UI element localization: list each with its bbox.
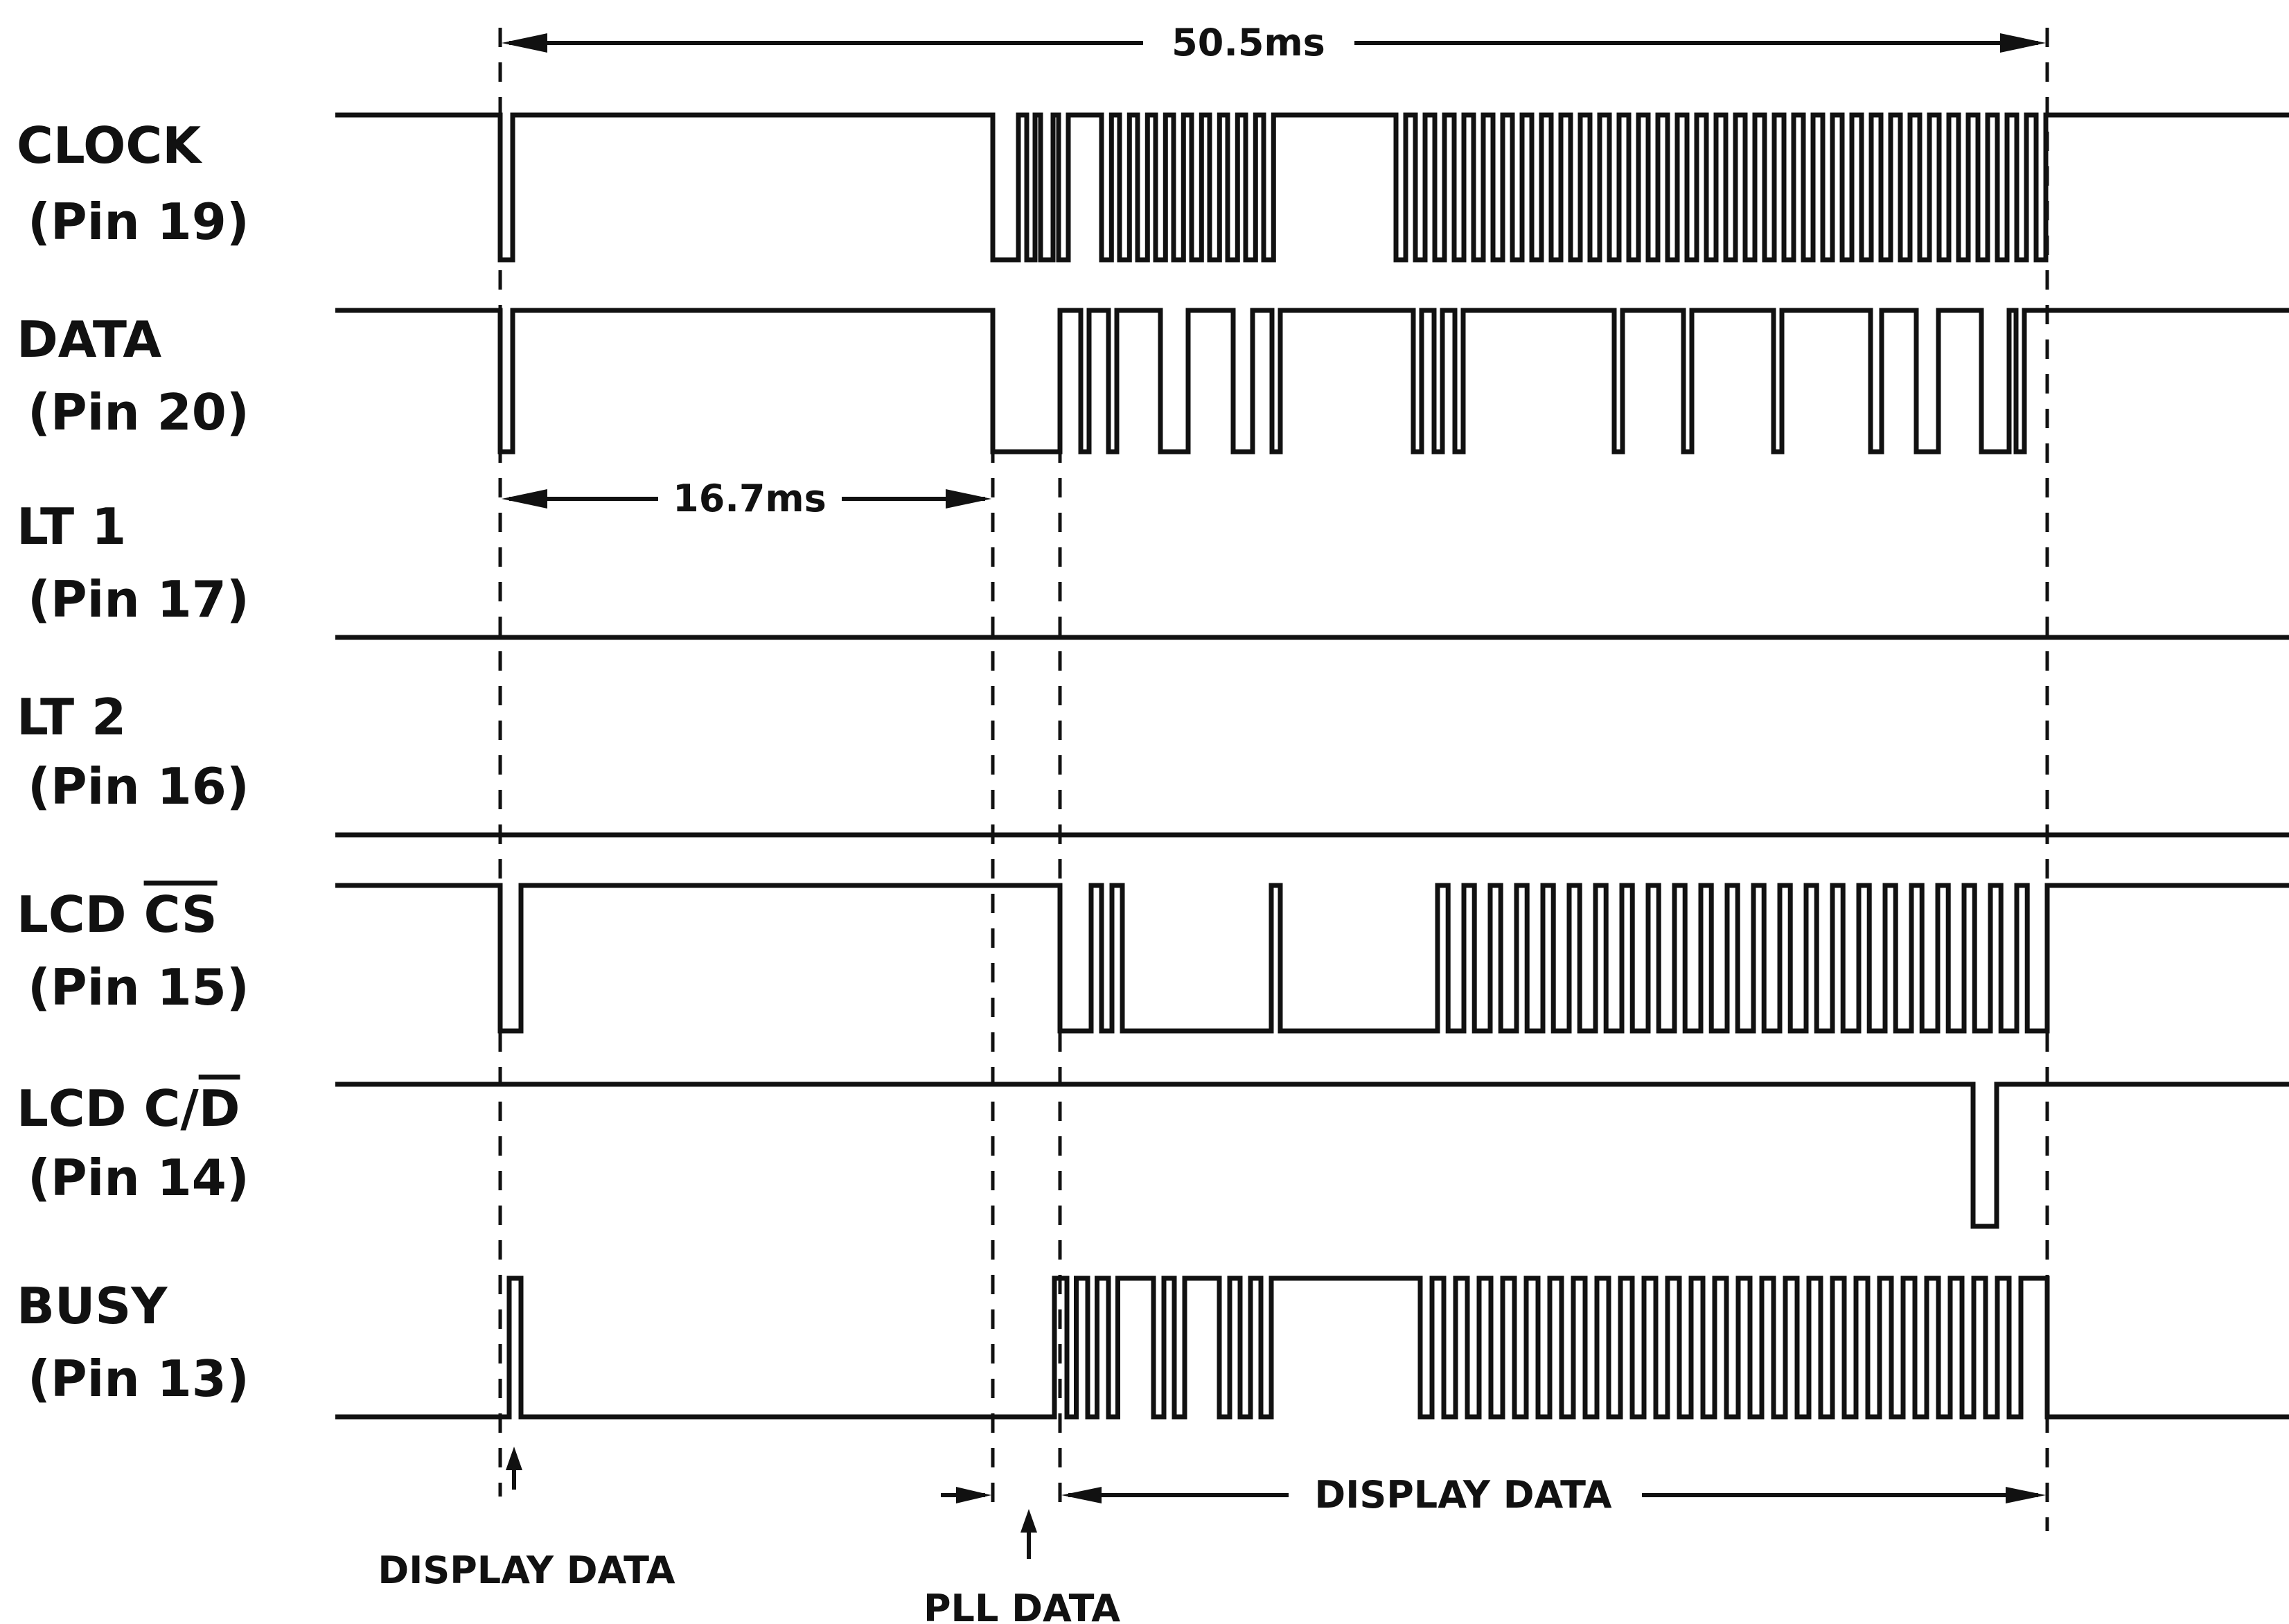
arrow-up-icon bbox=[506, 1447, 522, 1470]
arrow-right-icon bbox=[956, 1487, 991, 1503]
signal-name-data: DATA bbox=[17, 310, 161, 369]
signal-name-lcd-cd: LCD C/D bbox=[17, 1079, 240, 1138]
signal-labels: CLOCK (Pin 19) DATA (Pin 20) LT 1 (Pin 1… bbox=[17, 116, 249, 1408]
signal-name-busy: BUSY bbox=[17, 1277, 168, 1335]
display-data-label-left: DISPLAY DATA bbox=[378, 1548, 675, 1592]
period-label: 50.5ms bbox=[1172, 21, 1325, 64]
arrow-right-icon bbox=[946, 489, 991, 509]
signal-pin-lcd-cs: (Pin 15) bbox=[28, 958, 249, 1016]
arrow-right-icon bbox=[2006, 1487, 2046, 1503]
signal-pin-data: (Pin 20) bbox=[28, 383, 249, 441]
pll-data-label: PLL DATA bbox=[923, 1587, 1120, 1624]
signal-pin-clock: (Pin 19) bbox=[28, 193, 249, 251]
arrow-left-icon bbox=[502, 33, 547, 53]
waveform-busy bbox=[335, 1276, 2289, 1420]
lcd-cd-prefix: LCD C/ bbox=[17, 1079, 199, 1138]
waveform-clock bbox=[335, 112, 2289, 263]
lcd-cs-overbar: CS bbox=[144, 885, 218, 944]
lcd-cd-overbar: D bbox=[199, 1079, 240, 1138]
waveforms bbox=[335, 112, 2289, 1420]
signal-pin-lt2: (Pin 16) bbox=[28, 757, 249, 815]
period-dimension: 50.5ms bbox=[502, 21, 2046, 64]
waveform-lcd-cd bbox=[335, 1082, 2289, 1229]
waveform-lcd-cs bbox=[335, 883, 2289, 1034]
signal-name-lt2: LT 2 bbox=[17, 688, 126, 746]
signal-name-lt1: LT 1 bbox=[17, 497, 126, 556]
bottom-annotations: DISPLAY DATA DISPLAY DATA PLL DATA bbox=[378, 1447, 2046, 1624]
delay-label: 16.7ms bbox=[673, 477, 827, 520]
delay-dimension: 16.7ms bbox=[502, 477, 991, 520]
waveform-data bbox=[335, 308, 2289, 454]
signal-name-lcd-cs: LCD CS bbox=[17, 885, 218, 944]
signal-pin-busy: (Pin 13) bbox=[28, 1350, 249, 1408]
arrow-left-icon bbox=[502, 489, 547, 509]
signal-pin-lt1: (Pin 17) bbox=[28, 570, 249, 628]
arrow-right-icon bbox=[2000, 33, 2046, 53]
display-data-label-right: DISPLAY DATA bbox=[1314, 1473, 1611, 1517]
signal-name-clock: CLOCK bbox=[17, 116, 202, 175]
signal-pin-lcd-cd: (Pin 14) bbox=[28, 1149, 249, 1207]
arrow-up-icon bbox=[1020, 1509, 1037, 1533]
arrow-left-icon bbox=[1061, 1487, 1102, 1503]
lcd-cs-prefix: LCD bbox=[17, 885, 144, 944]
